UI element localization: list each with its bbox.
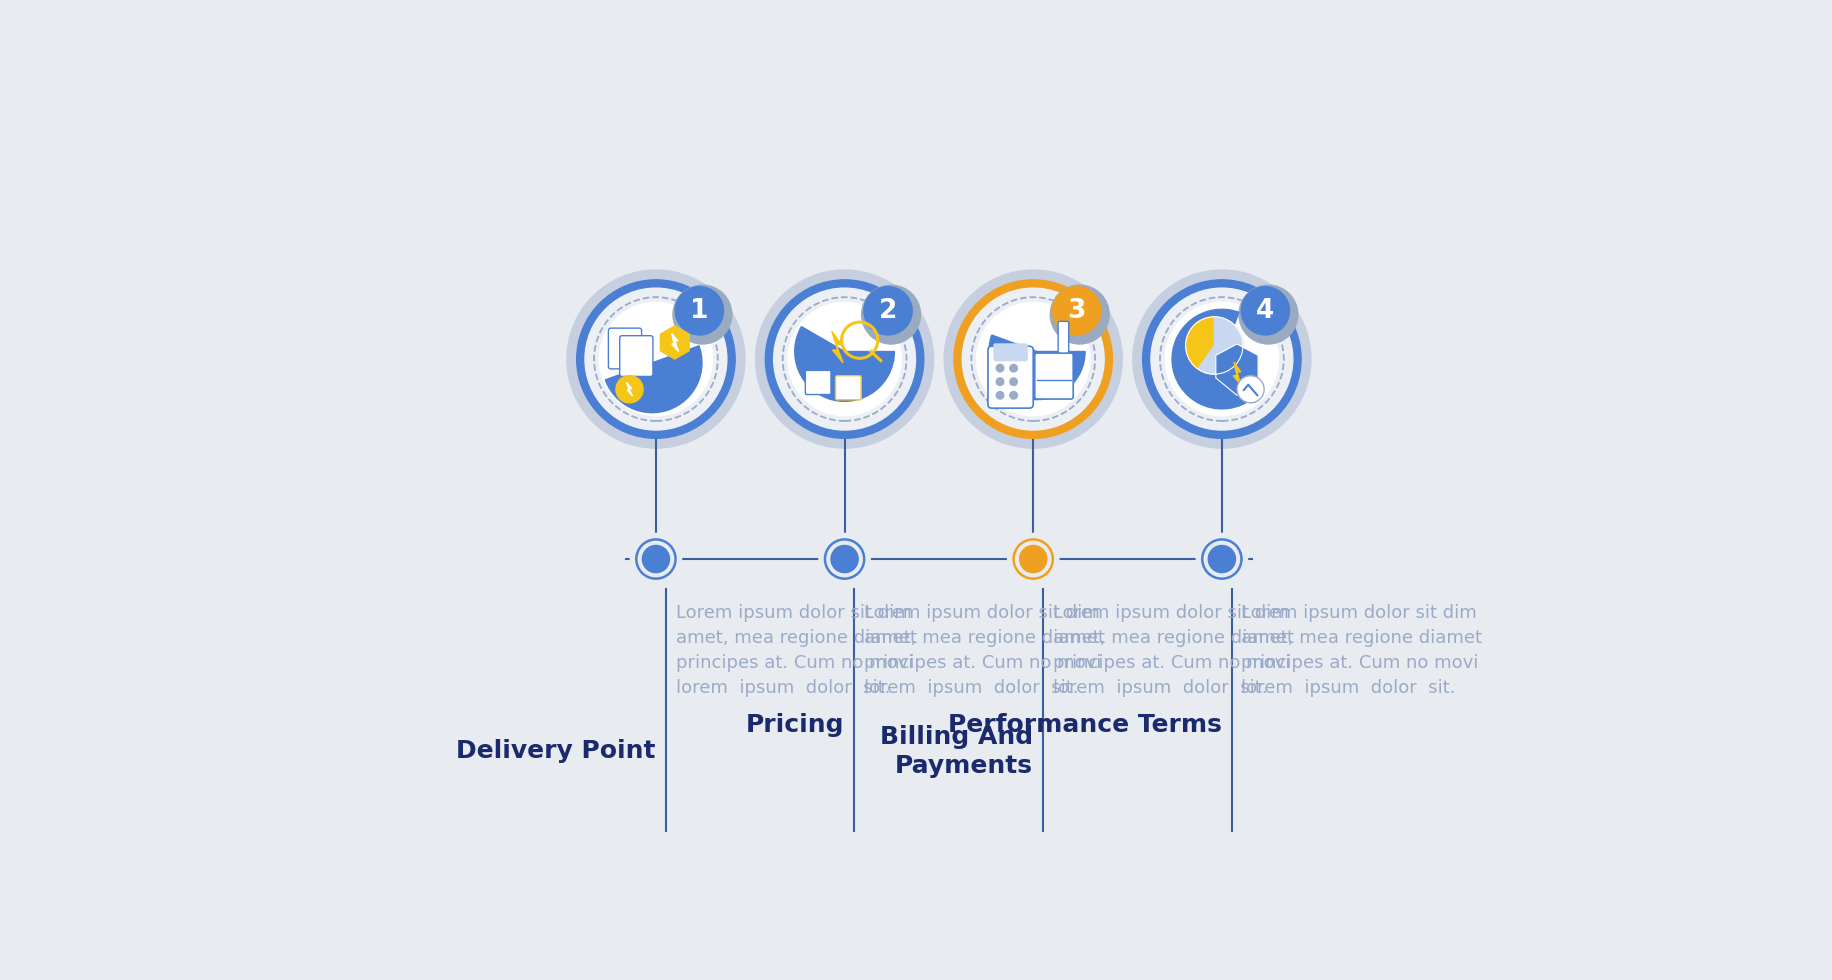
Text: Lorem ipsum dolor sit dim
amet, mea regione diamet
principes at. Cum no movi
lor: Lorem ipsum dolor sit dim amet, mea regi… xyxy=(865,605,1105,698)
FancyBboxPatch shape xyxy=(987,346,1033,408)
Circle shape xyxy=(1150,288,1293,430)
Wedge shape xyxy=(1185,317,1215,369)
Wedge shape xyxy=(989,335,1085,400)
Circle shape xyxy=(819,533,870,585)
Text: Lorem ipsum dolor sit dim
amet, mea regione diamet
principes at. Cum no movi
lor: Lorem ipsum dolor sit dim amet, mea regi… xyxy=(1242,605,1482,698)
FancyBboxPatch shape xyxy=(619,336,652,376)
Wedge shape xyxy=(605,346,702,413)
Polygon shape xyxy=(1233,362,1240,385)
Circle shape xyxy=(1053,286,1101,335)
Circle shape xyxy=(962,288,1105,430)
Circle shape xyxy=(1237,375,1264,403)
Circle shape xyxy=(1242,286,1290,335)
Circle shape xyxy=(997,378,1004,385)
Circle shape xyxy=(1165,303,1279,416)
Circle shape xyxy=(1196,533,1248,585)
Circle shape xyxy=(997,365,1004,371)
Circle shape xyxy=(766,280,923,438)
Circle shape xyxy=(630,533,682,585)
Circle shape xyxy=(1020,546,1046,572)
Circle shape xyxy=(997,392,1004,399)
Polygon shape xyxy=(627,382,632,396)
Circle shape xyxy=(643,546,669,572)
Circle shape xyxy=(976,303,1090,416)
Text: Performance Terms: Performance Terms xyxy=(947,713,1222,737)
Circle shape xyxy=(832,546,857,572)
Text: Delivery Point: Delivery Point xyxy=(456,740,656,763)
Wedge shape xyxy=(795,326,894,402)
Circle shape xyxy=(861,285,920,344)
FancyBboxPatch shape xyxy=(806,370,832,395)
Circle shape xyxy=(865,286,912,335)
Polygon shape xyxy=(832,331,843,363)
Polygon shape xyxy=(672,333,678,352)
Circle shape xyxy=(566,270,746,448)
Circle shape xyxy=(773,288,916,430)
Text: 3: 3 xyxy=(1068,298,1086,323)
FancyBboxPatch shape xyxy=(995,344,1028,361)
Circle shape xyxy=(672,285,731,344)
Circle shape xyxy=(616,375,643,403)
Circle shape xyxy=(676,286,724,335)
Circle shape xyxy=(1008,533,1059,585)
Circle shape xyxy=(1132,270,1312,448)
Circle shape xyxy=(599,303,713,416)
Circle shape xyxy=(584,288,727,430)
FancyBboxPatch shape xyxy=(835,375,861,400)
Circle shape xyxy=(788,303,901,416)
Circle shape xyxy=(1009,365,1017,371)
Circle shape xyxy=(1009,378,1017,385)
Text: 2: 2 xyxy=(879,298,898,323)
Circle shape xyxy=(943,270,1123,448)
Text: Pricing: Pricing xyxy=(746,713,845,737)
Text: 1: 1 xyxy=(691,298,709,323)
Text: 4: 4 xyxy=(1257,298,1275,323)
Circle shape xyxy=(755,270,934,448)
Circle shape xyxy=(1209,546,1235,572)
Text: Lorem ipsum dolor sit dim
amet, mea regione diamet
principes at. Cum no movi
lor: Lorem ipsum dolor sit dim amet, mea regi… xyxy=(676,605,916,698)
Circle shape xyxy=(1009,392,1017,399)
Circle shape xyxy=(954,280,1112,438)
Wedge shape xyxy=(1172,310,1248,409)
Circle shape xyxy=(577,280,735,438)
Circle shape xyxy=(1143,280,1301,438)
Text: Billing And
Payments: Billing And Payments xyxy=(879,724,1033,778)
Polygon shape xyxy=(660,326,689,359)
FancyBboxPatch shape xyxy=(608,328,641,368)
FancyBboxPatch shape xyxy=(1035,353,1074,399)
Circle shape xyxy=(1050,285,1108,344)
FancyBboxPatch shape xyxy=(1059,321,1068,353)
Text: Lorem ipsum dolor sit dim
amet, mea regione diamet
principes at. Cum no movi
lor: Lorem ipsum dolor sit dim amet, mea regi… xyxy=(1053,605,1293,698)
Wedge shape xyxy=(1198,317,1242,374)
Polygon shape xyxy=(1216,344,1259,395)
Circle shape xyxy=(1238,285,1297,344)
